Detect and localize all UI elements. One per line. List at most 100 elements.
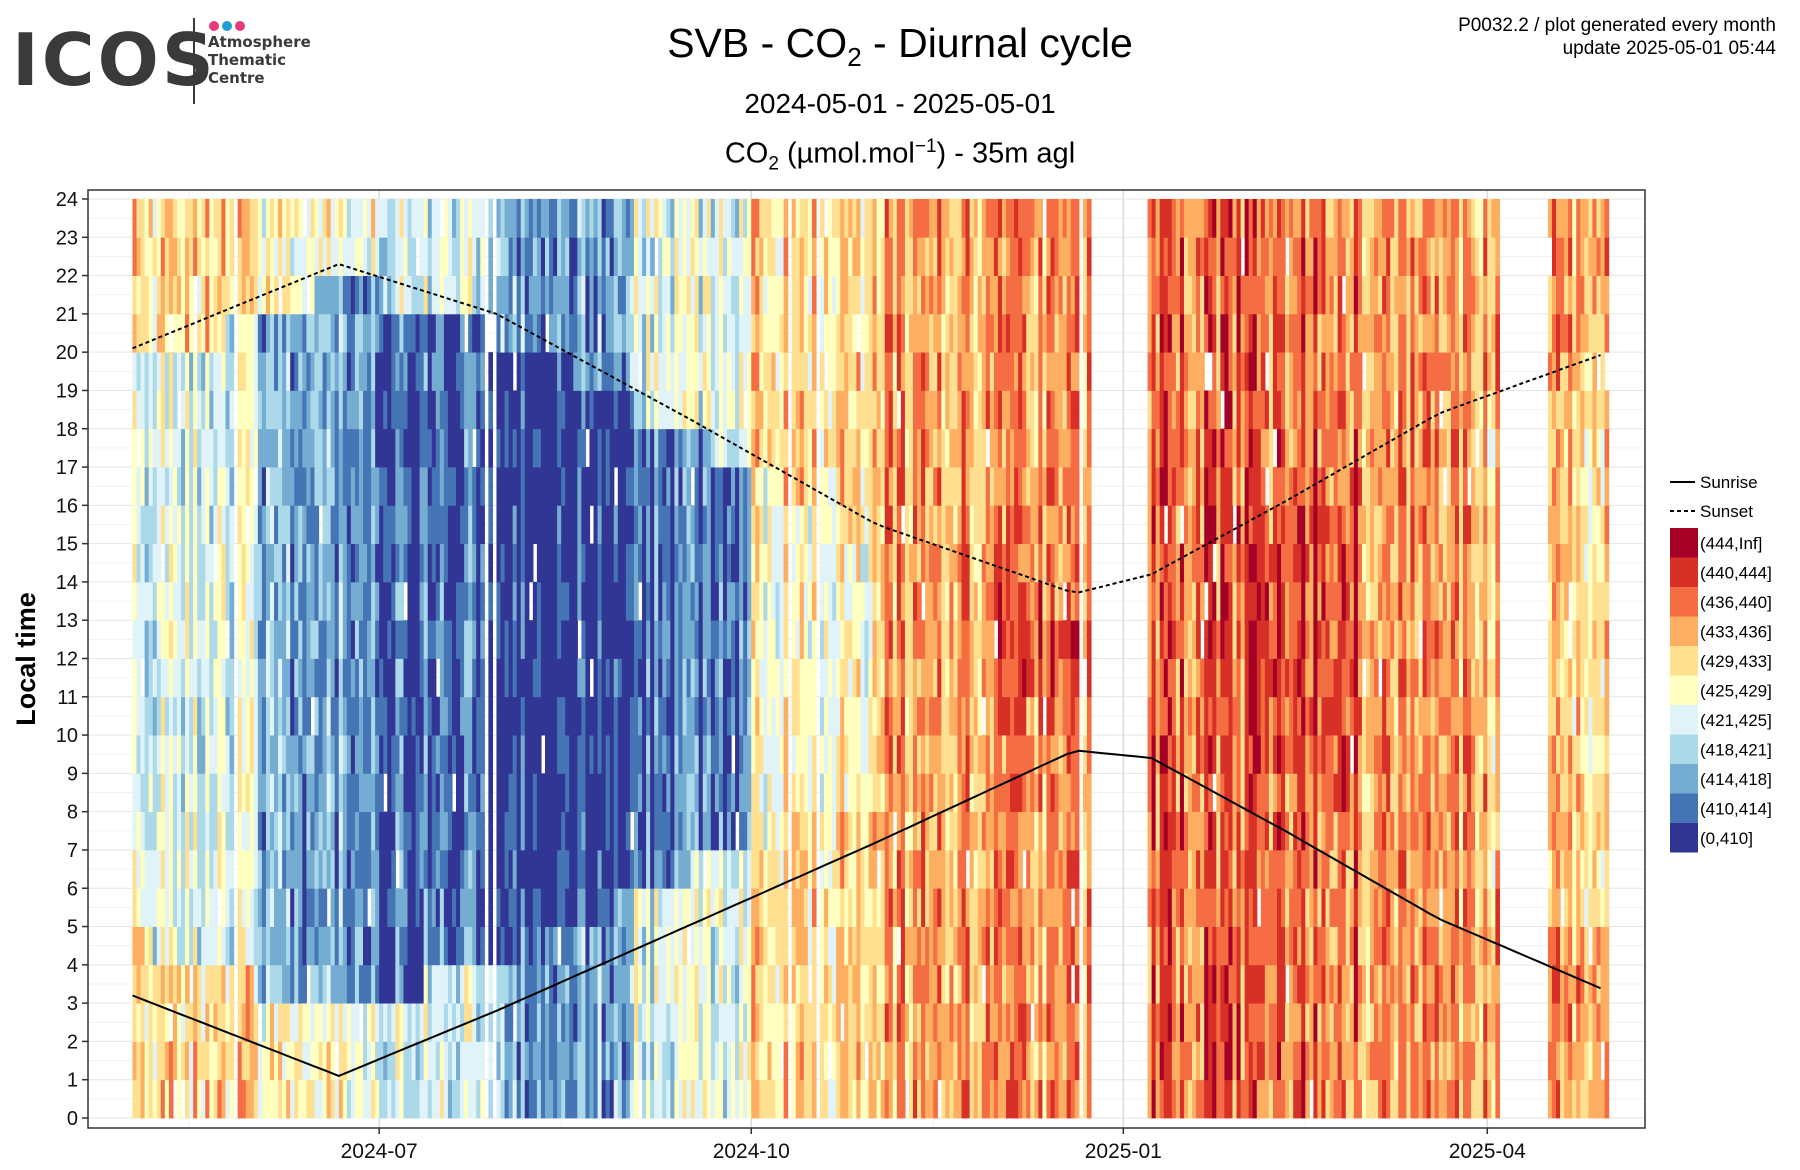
heatmap-cell	[977, 811, 983, 851]
heatmap-cell	[407, 849, 413, 889]
heatmap-cell	[176, 696, 182, 736]
heatmap-cell	[807, 505, 813, 545]
heatmap-cell	[504, 237, 510, 276]
heatmap-cell	[836, 467, 841, 506]
heatmap-cell	[310, 811, 316, 851]
heatmap-cell	[908, 1041, 914, 1081]
heatmap-cell	[957, 275, 963, 315]
heatmap-cell	[536, 237, 542, 276]
heatmap-cell	[670, 543, 676, 583]
heatmap-cell	[945, 849, 951, 889]
heatmap-cell	[553, 926, 558, 966]
heatmap-cell	[557, 620, 562, 659]
heatmap-cell	[848, 390, 853, 430]
heatmap-cell	[318, 964, 324, 1004]
heatmap-cell	[512, 199, 518, 238]
heatmap-cell	[917, 773, 922, 813]
heatmap-cell	[403, 1003, 409, 1042]
heatmap-cell	[532, 581, 538, 621]
heatmap-cell	[783, 1079, 789, 1119]
heatmap-cell	[953, 199, 959, 238]
heatmap-cell	[557, 275, 562, 315]
heatmap-cell	[892, 735, 898, 774]
heatmap-cell	[925, 1003, 930, 1042]
heatmap-cell	[929, 275, 934, 315]
heatmap-cell	[350, 735, 356, 774]
heatmap-cell	[290, 237, 295, 276]
heatmap-cell	[342, 926, 348, 966]
heatmap-cell	[751, 811, 756, 851]
heatmap-cell	[892, 773, 898, 813]
heatmap-cell	[908, 352, 914, 391]
heatmap-cell	[646, 849, 651, 889]
heatmap-cell	[767, 352, 773, 391]
heatmap-cell	[363, 237, 368, 276]
heatmap-cell	[662, 313, 667, 353]
heatmap-cell	[322, 505, 328, 545]
heatmap-cell	[181, 428, 186, 468]
heatmap-cell	[334, 964, 340, 1004]
heatmap-cell	[148, 735, 154, 774]
heatmap-cell	[621, 237, 627, 276]
heatmap-cell	[581, 620, 587, 659]
heatmap-cell	[132, 543, 138, 583]
heatmap-cell	[249, 1003, 255, 1042]
heatmap-cell	[176, 849, 182, 889]
heatmap-cell	[605, 773, 611, 813]
heatmap-cell	[213, 275, 219, 315]
heatmap-cell	[904, 543, 910, 583]
heatmap-cell	[443, 505, 449, 545]
heatmap-cell	[872, 696, 878, 736]
heatmap-cell	[472, 811, 477, 851]
heatmap-cell	[387, 1041, 392, 1081]
heatmap-cell	[860, 505, 866, 545]
heatmap-cell	[350, 1003, 356, 1042]
heatmap-cell	[197, 505, 202, 545]
heatmap-cell	[775, 390, 781, 430]
heatmap-cell	[464, 275, 469, 315]
heatmap-cell	[621, 543, 627, 583]
heatmap-cell	[625, 926, 631, 966]
heatmap-cell	[557, 1041, 562, 1081]
heatmap-cell	[811, 275, 817, 315]
heatmap-cell	[569, 275, 574, 315]
heatmap-cell	[731, 926, 736, 966]
heatmap-cell	[460, 964, 465, 1004]
heatmap-cell	[553, 620, 558, 659]
heatmap-cell	[379, 1041, 384, 1081]
heatmap-cell	[237, 1079, 243, 1119]
heatmap-cell	[419, 543, 425, 583]
heatmap-cell	[638, 811, 643, 851]
heatmap-cell	[609, 199, 615, 238]
heatmap-cell	[933, 773, 938, 813]
heatmap-cell	[540, 811, 546, 851]
heatmap-cell	[828, 275, 833, 315]
heatmap-cell	[435, 237, 441, 276]
heatmap-cell	[836, 658, 841, 698]
heatmap-cell	[528, 199, 534, 238]
heatmap-cell	[314, 658, 320, 698]
heatmap-cell	[306, 505, 312, 545]
heatmap-cell	[399, 352, 405, 391]
heatmap-cell	[544, 1041, 550, 1081]
heatmap-cell	[908, 275, 914, 315]
heatmap-cell	[399, 199, 405, 238]
heatmap-cell	[670, 964, 676, 1004]
heatmap-cell	[209, 620, 214, 659]
heatmap-cell	[840, 888, 845, 927]
heatmap-cell	[678, 696, 684, 736]
heatmap-cell	[213, 352, 219, 391]
heatmap-cell	[642, 199, 647, 238]
heatmap-cell	[286, 313, 291, 353]
heatmap-cell	[435, 849, 441, 889]
heatmap-cell	[868, 1041, 874, 1081]
heatmap-cell	[585, 1003, 591, 1042]
heatmap-cell	[819, 275, 825, 315]
heatmap-cell	[702, 428, 708, 468]
heatmap-cell	[540, 467, 546, 506]
heatmap-cell	[767, 926, 773, 966]
heatmap-cell	[460, 199, 465, 238]
heatmap-cell	[419, 696, 425, 736]
heatmap-cell	[767, 275, 773, 315]
heatmap-cell	[540, 849, 546, 889]
